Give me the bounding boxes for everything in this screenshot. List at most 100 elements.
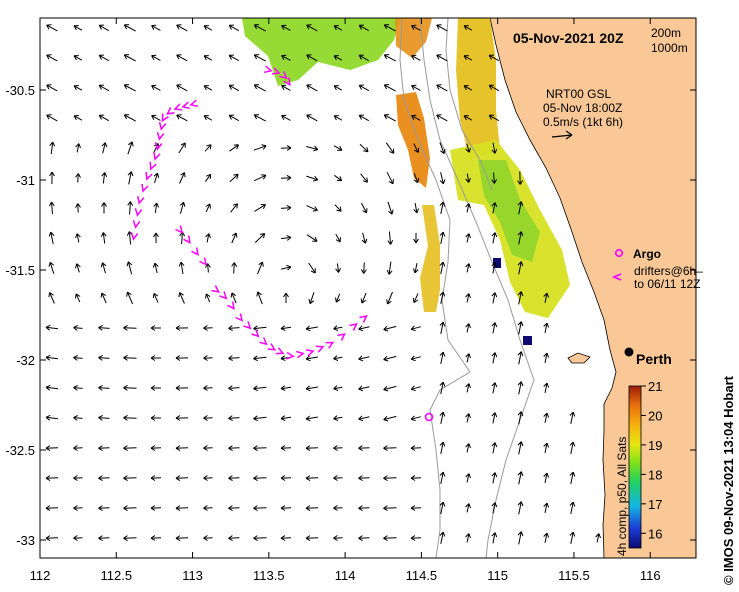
current-arrow	[176, 54, 188, 62]
current-arrow	[491, 532, 498, 544]
current-arrow	[439, 531, 446, 544]
drifter-position	[263, 65, 273, 74]
current-arrow	[153, 172, 160, 183]
sst-patch-north	[242, 18, 400, 86]
current-arrow	[383, 415, 397, 422]
current-arrow	[595, 533, 601, 543]
current-arrow	[411, 54, 421, 61]
drifter-position	[325, 341, 335, 349]
drifter-position	[315, 345, 325, 353]
current-arrow	[383, 84, 396, 92]
contour-1000m	[399, 18, 471, 558]
current-arrow	[306, 205, 318, 212]
current-arrow	[465, 233, 471, 243]
current-arrow	[123, 445, 137, 452]
current-arrow	[439, 142, 446, 154]
drifter-position	[154, 142, 163, 151]
argo-legend-label: Argo	[633, 247, 661, 261]
current-arrow	[333, 505, 343, 511]
current-arrow	[98, 535, 110, 542]
sst-patch-coastal-strip	[420, 205, 440, 312]
lat-label-2: -31.5	[5, 263, 35, 278]
current-arrow	[436, 54, 448, 62]
current-arrow	[45, 324, 59, 331]
drifter-position	[189, 99, 199, 108]
scale-arrow	[551, 130, 573, 140]
current-arrow	[306, 175, 319, 182]
lon-label-8: 116	[640, 568, 661, 583]
drifter-position	[166, 107, 175, 115]
current-arrow	[123, 114, 136, 122]
current-arrow	[383, 505, 397, 512]
current-arrow	[439, 441, 446, 454]
drifter-position	[337, 333, 346, 341]
current-arrow	[280, 385, 292, 392]
current-arrow	[176, 114, 188, 122]
current-arrow	[127, 171, 134, 185]
contour-label-1000m: 1000m	[651, 41, 688, 55]
drifter-position	[227, 301, 235, 310]
current-arrow	[281, 84, 291, 91]
current-arrow	[358, 385, 370, 392]
drifter-position	[305, 349, 315, 357]
current-arrow	[123, 84, 136, 92]
landmass	[489, 18, 696, 558]
current-arrow	[543, 382, 550, 393]
current-arrow	[439, 321, 446, 334]
current-arrow	[203, 55, 213, 61]
current-arrow	[439, 261, 446, 274]
current-arrow	[73, 325, 83, 331]
current-arrow	[358, 84, 370, 92]
current-arrows	[45, 24, 601, 545]
contour-200m	[419, 18, 535, 558]
current-arrow	[230, 203, 238, 213]
current-arrow	[465, 443, 471, 453]
current-arrow	[152, 292, 159, 303]
drifter-position	[251, 329, 260, 338]
colorbar-tick-label-5: 16	[648, 526, 662, 541]
current-arrow	[335, 233, 341, 243]
lat-axis-labels: -30.5 -31 -31.5 -32 -32.5 -33	[5, 83, 35, 548]
current-arrow	[45, 414, 59, 421]
current-arrow	[465, 503, 471, 513]
current-arrow	[463, 25, 473, 31]
current-arrow	[358, 415, 370, 422]
current-arrow	[253, 54, 266, 62]
current-arrow	[123, 414, 137, 421]
drifter-position	[161, 113, 169, 123]
current-arrow	[45, 535, 59, 542]
current-arrow	[465, 383, 471, 393]
current-arrow	[73, 355, 83, 361]
current-arrow	[179, 172, 186, 184]
drifter-position	[359, 314, 368, 323]
current-arrow	[543, 532, 550, 544]
current-arrow	[305, 415, 318, 422]
current-arrow	[410, 415, 421, 422]
current-arrow	[436, 24, 448, 32]
current-arrow	[205, 263, 211, 273]
current-arrow	[280, 415, 292, 422]
current-arrow	[253, 174, 267, 182]
current-arrow	[465, 473, 471, 483]
current-arrow	[358, 325, 370, 332]
current-arrow	[383, 355, 397, 362]
current-arrow	[48, 231, 55, 244]
current-time-label: 05-Nov 18:00Z	[543, 101, 622, 115]
current-arrow	[488, 84, 500, 92]
current-arrow	[358, 475, 370, 482]
current-arrow	[333, 25, 343, 31]
current-arrow	[463, 85, 473, 91]
current-arrow	[150, 415, 161, 421]
current-arrow	[543, 502, 550, 514]
current-arrow	[231, 262, 238, 274]
current-arrow	[205, 233, 211, 243]
current-arrow	[253, 144, 267, 151]
current-arrow	[439, 381, 446, 394]
current-arrow	[98, 414, 110, 421]
current-arrow	[101, 202, 107, 214]
current-arrow	[283, 292, 289, 303]
current-arrow	[517, 411, 524, 425]
current-arrow	[383, 325, 397, 332]
current-arrow	[203, 385, 213, 391]
current-arrow	[228, 475, 240, 482]
